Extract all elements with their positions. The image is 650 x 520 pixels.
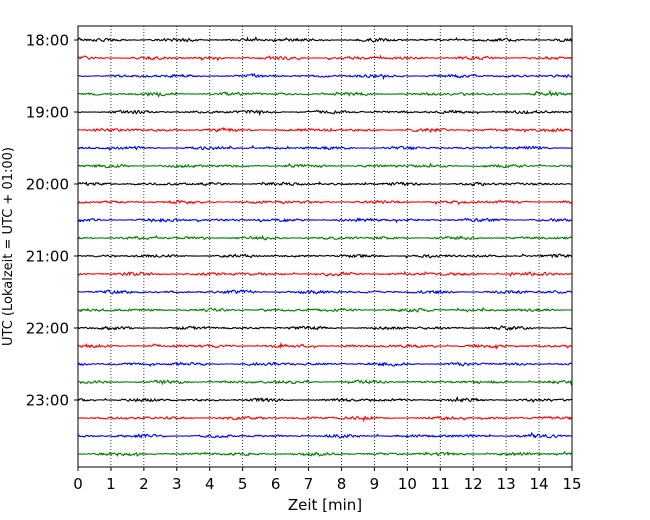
x-tick-label: 9	[370, 475, 380, 493]
seismogram-trace	[77, 36, 573, 43]
seismogram-trace	[77, 144, 573, 152]
seismogram-trace	[77, 73, 573, 81]
seismogram-trace	[77, 325, 573, 331]
y-axis-label: UTC (Lokalzeit = UTC + 01:00)	[1, 147, 16, 346]
x-tick-label: 5	[238, 475, 248, 493]
seismogram-trace	[77, 289, 573, 295]
y-tick-label: 18:00	[26, 32, 69, 50]
x-tick-label: 6	[271, 475, 281, 493]
x-tick-label: 13	[497, 475, 516, 493]
y-tick-label: 22:00	[26, 320, 69, 338]
seismogram-trace	[77, 181, 573, 187]
seismogram-trace	[77, 253, 573, 259]
seismogram-trace	[77, 89, 573, 98]
seismogram-trace	[77, 379, 573, 386]
seismogram-trace	[77, 306, 573, 313]
x-tick-label: 1	[106, 475, 116, 493]
seismogram-trace	[77, 361, 573, 367]
x-tick-label: 4	[205, 475, 215, 493]
y-tick-label: 21:00	[26, 248, 69, 266]
y-axis-ticks: 18:00 19:00 20:00 21:00 22:00 23:00	[26, 32, 78, 410]
y-tick-label: 23:00	[26, 392, 69, 410]
plot-area-frame	[77, 25, 573, 468]
seismogram-trace	[77, 415, 573, 423]
seismogram-trace	[77, 395, 573, 403]
seismogram-trace	[77, 127, 573, 134]
x-tick-label: 7	[304, 475, 314, 493]
x-tick-label: 10	[398, 475, 417, 493]
seismogram-trace	[77, 234, 573, 241]
x-tick-label: 8	[337, 475, 347, 493]
y-tick-label: 19:00	[26, 104, 69, 122]
seismogram-trace	[77, 270, 573, 278]
seismogram-trace	[77, 162, 573, 169]
seismogram-trace	[77, 109, 573, 117]
x-tick-label: 3	[172, 475, 182, 493]
x-tick-label: 14	[530, 475, 549, 493]
seismogram-trace	[77, 431, 573, 439]
seismogram-trace	[77, 450, 573, 458]
x-tick-label: 11	[431, 475, 450, 493]
x-axis-ticks: 0 1 2 3 4 5 6 7 8 9 10 11 12 13 14 15	[73, 467, 582, 493]
x-tick-label: 0	[73, 475, 83, 493]
x-tick-label: 15	[562, 475, 581, 493]
seismogram-trace	[77, 54, 573, 62]
seismogram-trace	[77, 199, 573, 206]
x-tick-label: 2	[139, 475, 149, 493]
y-tick-label: 20:00	[26, 176, 69, 194]
x-axis-label: Zeit [min]	[288, 496, 362, 514]
x-tick-label: 12	[464, 475, 483, 493]
seismogram-trace	[77, 341, 573, 350]
trace-lines	[77, 36, 573, 458]
seismogram-trace	[77, 217, 573, 224]
